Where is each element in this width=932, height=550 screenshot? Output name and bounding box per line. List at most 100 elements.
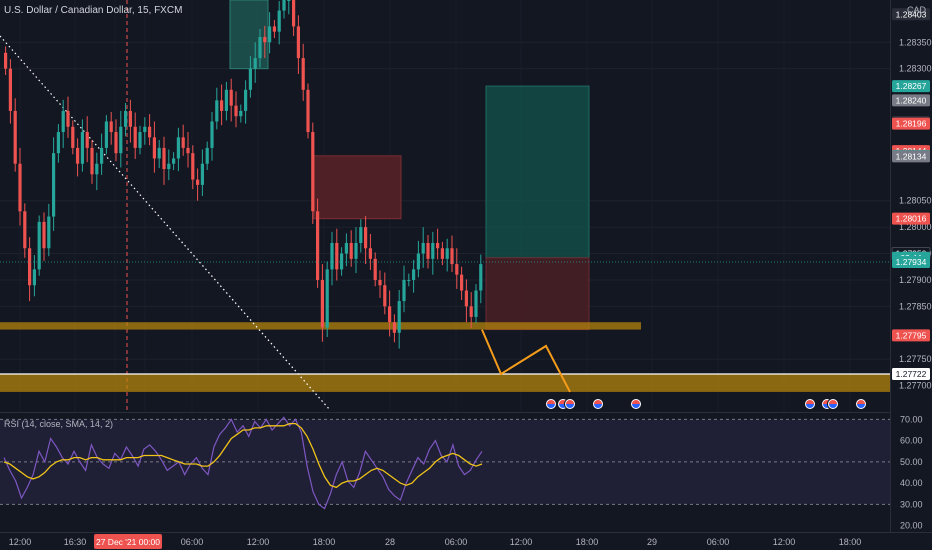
candle-body [210,121,214,148]
candle-body [191,153,195,180]
rsi-level-lines [0,418,890,505]
candle-body [138,132,142,148]
candle-body [464,290,468,307]
time-tick-label: 18:00 [313,537,336,547]
price-badge-label: 1.28196 [896,119,927,129]
candle-body [90,147,94,175]
price-tick-label: 1.28050 [899,196,932,206]
candlesticks [0,0,890,349]
candle-body [124,110,128,127]
event-flag-icon[interactable] [855,398,867,410]
time-axis-ticks: 12:00 16:30 06:00 12:00 18:00 28 06:00 12:00 18:… [9,534,862,549]
projection-path[interactable] [481,329,571,393]
candle-body [378,279,382,286]
candle-body [100,147,104,164]
price-axis[interactable]: 1.283501.283001.280501.280001.279501.279… [890,0,932,532]
candle-body [18,163,22,212]
candle-body [354,242,358,259]
candle-body [186,147,190,154]
candle-body [52,153,56,217]
rsi-tick-label: 30.00 [900,499,923,509]
candle-body [282,0,286,11]
price-badge-label: 1.27934 [896,257,927,267]
price-badge-label: 1.28134 [896,151,927,161]
time-tick-label: 18:00 [839,537,862,547]
rsi-tick-label: 50.00 [900,457,923,467]
candle-body [272,26,276,32]
candle-body [349,242,353,259]
time-tick-label: 06:00 [445,537,468,547]
price-badge-label: 1.28240 [896,95,927,105]
event-flag-icon[interactable] [630,398,642,410]
time-tick-label: 16:30 [64,537,87,547]
candle-body [8,68,12,111]
rsi-pane[interactable]: RSI (14, close, SMA, 14, 2) [0,413,890,532]
candle-body [13,110,17,164]
candle-body [436,242,440,249]
candle-body [176,137,180,159]
candle-body [469,306,473,317]
long-stop-box[interactable] [485,257,590,331]
rsi-tick-label: 60.00 [900,436,923,446]
price-badge-label: 1.27722 [896,369,927,379]
price-badge-label: 1.28403 [896,9,927,19]
time-axis[interactable]: 12:00 16:30 06:00 12:00 18:00 28 06:00 12:00 18:… [0,532,932,550]
candle-body [181,137,185,148]
candle-body [200,163,204,185]
candle-body [76,147,80,164]
event-flag-icon[interactable] [564,398,576,410]
price-tick-label: 1.27700 [899,381,932,391]
candle-body [196,179,200,185]
drawing-boxes[interactable] [229,0,590,331]
rally-box[interactable] [229,0,269,70]
projection-zigzag[interactable] [481,329,571,393]
event-flag-icon[interactable] [545,398,557,410]
economic-event-markers[interactable] [545,398,867,410]
candle-body [23,211,27,249]
time-tick-label: 18:00 [576,537,599,547]
candle-body [47,216,51,249]
support-zone-lower[interactable] [0,373,890,392]
price-tick-label: 1.28350 [899,37,932,47]
candle-body [71,126,75,148]
event-flag-icon[interactable] [827,398,839,410]
candle-body [162,147,166,170]
candle-body [172,158,176,164]
support-zones[interactable] [0,322,890,392]
rsi-indicator-label[interactable]: RSI (14, close, SMA, 14, 2) [4,419,113,429]
candle-body [229,89,233,106]
candle-body [167,163,171,170]
time-tick-label: 29 [647,537,657,547]
candle-body [416,253,420,270]
supply-box[interactable] [313,155,402,220]
candle-body [133,126,137,148]
event-flag-icon[interactable] [804,398,816,410]
event-flag-icon[interactable] [592,398,604,410]
candle-body [28,248,32,286]
candle-body [455,264,459,275]
candle-body [128,110,132,127]
time-axis-bg [0,532,932,550]
support-zone-upper[interactable] [0,322,641,330]
candle-body [148,126,152,138]
price-axis-badges: 1.284031.282671.282401.281991.281961.281… [891,8,931,380]
candle-body [119,126,123,154]
long-target-box[interactable] [485,85,590,259]
candle-body [32,269,36,286]
candle-body [157,147,161,159]
time-cursor-badge [94,534,162,549]
time-tick-label: 28 [385,537,395,547]
candle-body [80,132,84,164]
price-pane-bg [0,0,890,412]
rsi-axis-ticks: 70.00 60.00 50.00 40.00 30.00 20.00 [900,414,923,530]
candle-body [474,290,478,317]
price-badge [892,329,930,342]
time-tick-label: 06:00 [707,537,730,547]
candle-body [42,221,46,249]
price-tick-label: 1.27850 [899,301,932,311]
candle-body [143,126,147,133]
symbol-title: U.S. Dollar / Canadian Dollar, 15, FXCM [4,5,182,16]
candle-body [244,89,248,111]
rsi-pane-bg [0,413,890,532]
